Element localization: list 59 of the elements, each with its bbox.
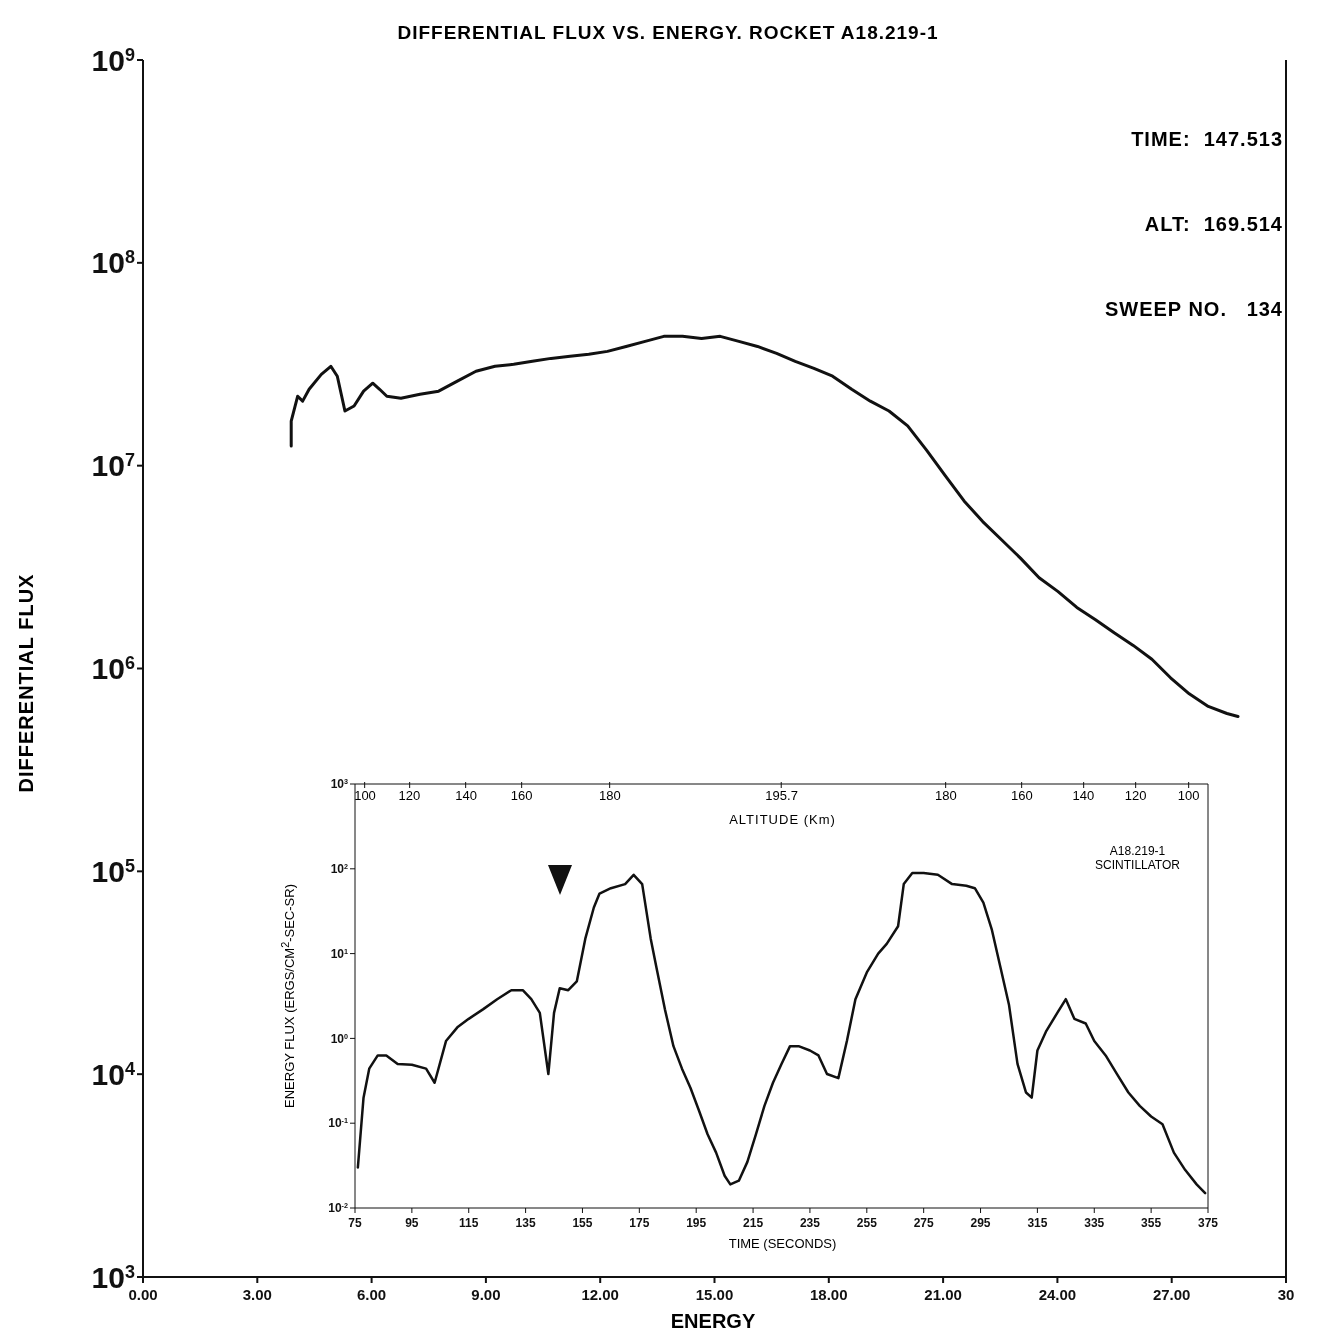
x-tick-label: 355 — [1141, 1216, 1162, 1230]
x-tick-label: 6.00 — [357, 1286, 387, 1303]
annotation: 120 — [1124, 788, 1147, 803]
annotation: 120 — [398, 788, 421, 803]
annotation: 140 — [1072, 788, 1095, 803]
annotation: TIME: 147.513 — [1131, 128, 1283, 151]
x-tick-label: 155 — [572, 1216, 593, 1230]
y-tick-label: 10$^{3}$ — [330, 776, 348, 792]
annotation: 160 — [1011, 788, 1033, 803]
annotation: ALT: 169.514 — [1144, 213, 1283, 236]
x-tick-label: 27.00 — [1152, 1286, 1191, 1303]
annotation: 100 — [354, 788, 376, 803]
x-tick-label: 335 — [1084, 1216, 1105, 1230]
x-tick-label: 315 — [1027, 1216, 1048, 1230]
x-tick-label: 9.00 — [471, 1286, 501, 1303]
x-tick-label: 30 — [1277, 1286, 1295, 1303]
x-tick-label: 115 — [459, 1216, 479, 1230]
y-tick-label: 10$^{4}$ — [91, 1057, 135, 1091]
annotation: 160 — [510, 788, 533, 803]
y-tick-label: 10$^{-1}$ — [328, 1115, 348, 1131]
y-tick-label: 10$^{0}$ — [330, 1031, 348, 1046]
annotation: 180 — [934, 788, 957, 803]
x-tick-label: 215 — [743, 1216, 764, 1230]
x-tick-label: 175 — [629, 1216, 650, 1230]
annotation: A18.219-1 SCINTILLATOR — [1095, 844, 1180, 872]
x-tick-label: 24.00 — [1038, 1286, 1077, 1303]
x-tick-label: 15.00 — [695, 1286, 734, 1303]
x-tick-label: 295 — [970, 1216, 991, 1230]
y-tick-label: 10$^{6}$ — [91, 652, 135, 685]
y-tick-label: 10$^{2}$ — [330, 861, 348, 876]
y-tick-label: 10$^{1}$ — [330, 946, 348, 961]
annotation: 140 — [455, 788, 477, 803]
annotation: 180 — [598, 788, 621, 803]
annotation: SWEEP NO. 134 — [1104, 298, 1283, 321]
x-tick-label: 275 — [913, 1216, 934, 1230]
x-tick-label: 95 — [405, 1216, 419, 1230]
y-axis-title: DIFFERENTIAL FLUX — [14, 573, 38, 793]
x-tick-label: 255 — [856, 1216, 878, 1230]
x-tick-label: 12.00 — [581, 1286, 619, 1303]
y-tick-label: 10$^{-2}$ — [328, 1200, 348, 1216]
chart-title: DIFFERENTIAL FLUX VS. ENERGY. ROCKET A18.219-1 — [396, 22, 940, 44]
x-axis-title: ENERGY — [669, 1310, 757, 1333]
y-tick-label: 10$^{9}$ — [91, 43, 135, 77]
x-tick-label: 21.00 — [924, 1286, 962, 1303]
x-tick-label: 195 — [686, 1216, 707, 1230]
y-tick-label: 10$^{7}$ — [91, 449, 135, 483]
x-axis-title: TIME (SECONDS) — [727, 1236, 838, 1251]
line-series — [289, 334, 1240, 718]
x-tick-label: 18.00 — [810, 1286, 848, 1303]
annotation: 195.7 — [765, 788, 798, 803]
x-tick-label: 375 — [1197, 1216, 1219, 1230]
x2-axis-title: ALTITUDE (Km) — [728, 812, 837, 827]
x-tick-label: 3.00 — [242, 1286, 272, 1303]
y-tick-label: 10$^{5}$ — [91, 854, 135, 888]
x-tick-label: 135 — [515, 1216, 536, 1230]
x-tick-label: 235 — [799, 1216, 821, 1230]
x-tick-label: 75 — [348, 1216, 362, 1230]
y-tick-label: 10$^{8}$ — [91, 246, 135, 280]
annotation: 100 — [1177, 788, 1200, 803]
